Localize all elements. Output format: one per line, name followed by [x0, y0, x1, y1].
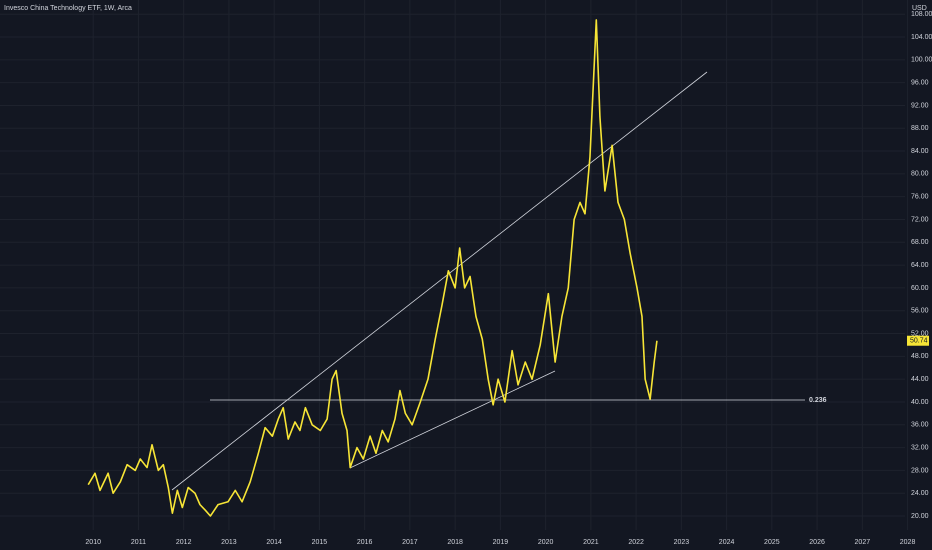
x-tick-label: 2010	[85, 539, 101, 546]
y-tick-label: 44.00	[911, 376, 929, 383]
y-tick-label: 64.00	[911, 262, 929, 269]
y-tick-label: 40.00	[911, 399, 929, 406]
y-tick-label: 84.00	[911, 148, 929, 155]
x-tick-label: 2025	[764, 539, 780, 546]
x-tick-label: 2028	[900, 539, 916, 546]
y-tick-label: 56.00	[911, 308, 929, 315]
y-tick-label: 20.00	[911, 513, 929, 520]
y-tick-label: 100.00	[911, 57, 932, 64]
x-tick-label: 2016	[357, 539, 373, 546]
x-tick-label: 2023	[674, 539, 690, 546]
x-tick-label: 2027	[855, 539, 871, 546]
x-tick-label: 2022	[628, 539, 644, 546]
currency-label: USD	[912, 5, 927, 12]
y-tick-label: 48.00	[911, 353, 929, 360]
y-tick-label: 108.00	[911, 11, 932, 18]
y-tick-label: 104.00	[911, 34, 932, 41]
x-tick-label: 2014	[266, 539, 282, 546]
y-tick-label: 36.00	[911, 422, 929, 429]
x-tick-label: 2011	[131, 539, 146, 546]
y-tick-label: 72.00	[911, 216, 929, 223]
x-tick-label: 2026	[809, 539, 825, 546]
y-tick-label: 28.00	[911, 467, 929, 474]
x-tick-label: 2019	[493, 539, 509, 546]
x-tick-label: 2012	[176, 539, 192, 546]
y-tick-label: 88.00	[911, 125, 929, 132]
grid	[0, 0, 909, 530]
x-tick-label: 2018	[447, 539, 463, 546]
y-tick-label: 60.00	[911, 285, 929, 292]
y-tick-label: 32.00	[911, 444, 929, 451]
upper-trend-line	[171, 71, 708, 491]
y-tick-label: 52.00	[911, 330, 929, 337]
price-line	[87, 19, 658, 517]
x-tick-label: 2021	[583, 539, 599, 546]
plot	[87, 19, 658, 517]
x-tick-label: 2020	[538, 539, 554, 546]
y-tick-label: 68.00	[911, 239, 929, 246]
chart-title: Invesco China Technology ETF, 1W, Arca	[4, 5, 132, 12]
y-tick-label: 24.00	[911, 490, 929, 497]
y-tick-label: 76.00	[911, 194, 929, 201]
y-tick-label: 92.00	[911, 102, 929, 109]
lower-trend-line	[349, 370, 556, 469]
last-price-box	[907, 335, 929, 346]
last-price-label: 50.74	[910, 338, 928, 345]
y-tick-label: 96.00	[911, 79, 929, 86]
axes: 20.00 24.00 28.00 32.00 36.00 40.00 44.00 48.00…	[85, 11, 932, 546]
y-tick-label: 80.00	[911, 171, 929, 178]
x-tick-label: 2013	[221, 539, 237, 546]
fib-level-label: 0.236	[809, 397, 827, 404]
x-tick-label: 2017	[402, 539, 418, 546]
x-tick-label: 2024	[719, 539, 735, 546]
x-tick-label: 2015	[312, 539, 328, 546]
